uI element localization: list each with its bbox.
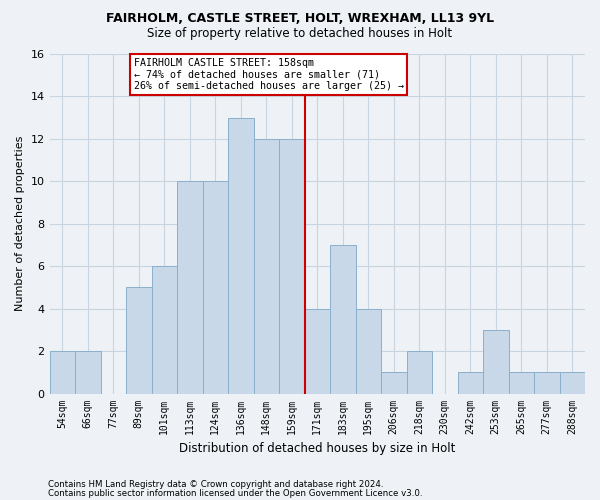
Text: FAIRHOLM CASTLE STREET: 158sqm
← 74% of detached houses are smaller (71)
26% of : FAIRHOLM CASTLE STREET: 158sqm ← 74% of …: [134, 58, 404, 91]
Bar: [126, 288, 152, 394]
Bar: [330, 245, 356, 394]
Text: Size of property relative to detached houses in Holt: Size of property relative to detached ho…: [148, 28, 452, 40]
Bar: [254, 139, 279, 394]
Y-axis label: Number of detached properties: Number of detached properties: [15, 136, 25, 312]
Bar: [279, 139, 305, 394]
Bar: [356, 308, 381, 394]
Bar: [203, 182, 228, 394]
Bar: [483, 330, 509, 394]
Bar: [177, 182, 203, 394]
Bar: [75, 351, 101, 394]
Bar: [305, 308, 330, 394]
Bar: [560, 372, 585, 394]
X-axis label: Distribution of detached houses by size in Holt: Distribution of detached houses by size …: [179, 442, 455, 455]
Bar: [381, 372, 407, 394]
Bar: [458, 372, 483, 394]
Text: Contains HM Land Registry data © Crown copyright and database right 2024.: Contains HM Land Registry data © Crown c…: [48, 480, 383, 489]
Text: FAIRHOLM, CASTLE STREET, HOLT, WREXHAM, LL13 9YL: FAIRHOLM, CASTLE STREET, HOLT, WREXHAM, …: [106, 12, 494, 26]
Bar: [228, 118, 254, 394]
Text: Contains public sector information licensed under the Open Government Licence v3: Contains public sector information licen…: [48, 490, 422, 498]
Bar: [407, 351, 432, 394]
Bar: [509, 372, 534, 394]
Bar: [534, 372, 560, 394]
Bar: [50, 351, 75, 394]
Bar: [152, 266, 177, 394]
